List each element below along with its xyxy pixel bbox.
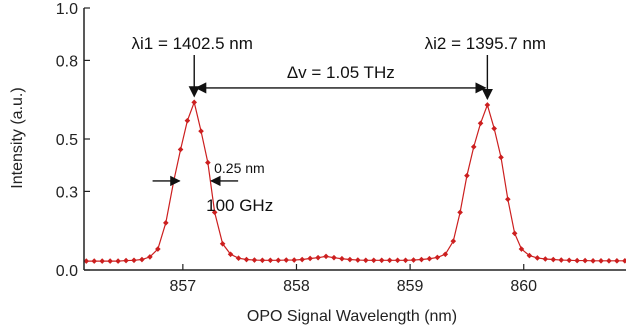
series-line (86, 100, 625, 262)
data-point (558, 257, 565, 263)
y-axis: 0.0 0.3 0.5 0.8 1.0 (56, 1, 90, 280)
data-point (123, 257, 129, 264)
data-point (606, 258, 612, 264)
data-point (526, 252, 533, 259)
data-point (107, 258, 113, 264)
data-point (131, 257, 137, 264)
delta-label: Δv = 1.05 THz (287, 63, 395, 82)
data-point (315, 254, 321, 261)
data-point (283, 257, 290, 263)
data-point (198, 128, 204, 134)
data-point (155, 246, 161, 252)
data-point (505, 196, 511, 203)
data-point (339, 255, 345, 262)
data-point (378, 257, 385, 264)
data-point (191, 99, 198, 106)
data-point (394, 257, 401, 264)
data-point (518, 246, 525, 252)
data-point (211, 209, 218, 216)
width-label-nm: 0.25 nm (214, 160, 265, 176)
data-point (91, 258, 98, 264)
x-tick-label: 860 (510, 278, 537, 295)
data-point (362, 257, 369, 264)
x-tick-label: 857 (170, 278, 197, 295)
data-point (477, 120, 484, 127)
x-axis: 857 858 859 860 (84, 264, 626, 295)
y-tick-label: 0.0 (56, 263, 78, 280)
data-point (426, 255, 433, 262)
data-point (598, 258, 604, 264)
data-point (99, 258, 105, 264)
x-tick-label: 859 (397, 278, 424, 295)
data-point (243, 256, 250, 263)
data-point (370, 257, 377, 264)
data-point (464, 172, 470, 179)
annotations: λi1 = 1402.5 nm λi2 = 1395.7 nm Δv = 1.05 … (131, 34, 546, 215)
width-label-ghz: 100 GHz (206, 196, 273, 215)
data-point (542, 256, 549, 262)
data-point (550, 256, 557, 263)
data-point (347, 256, 353, 263)
data-point (434, 254, 441, 261)
data-point (574, 257, 580, 264)
data-point (457, 209, 463, 216)
y-tick-label: 0.5 (56, 132, 78, 149)
y-tick-label: 0.3 (56, 184, 78, 201)
data-point (251, 257, 258, 263)
y-tick-label: 1.0 (56, 1, 78, 18)
data-point (139, 256, 145, 263)
data-point (115, 258, 121, 264)
data-point (219, 241, 226, 247)
x-axis-title: OPO Signal Wavelength (nm) (247, 308, 457, 325)
data-point (402, 257, 409, 264)
data-point (614, 258, 620, 264)
data-point (622, 258, 626, 264)
data-point (235, 255, 242, 262)
data-point (590, 258, 596, 264)
data-point (386, 257, 393, 264)
data-point (299, 256, 305, 263)
data-point (323, 253, 329, 260)
y-axis-title: Intensity (a.u.) (9, 87, 26, 188)
data-point (267, 257, 274, 264)
y-tick-label: 0.8 (56, 53, 78, 70)
peak2-label: λi2 = 1395.7 nm (425, 34, 546, 53)
data-point (470, 144, 477, 150)
data-point (83, 258, 90, 264)
data-point (307, 255, 313, 262)
x-tick-label: 858 (283, 278, 310, 295)
data-point (566, 257, 572, 264)
data-point (498, 154, 504, 161)
data-point (259, 257, 266, 264)
data-point (410, 257, 417, 263)
data-point (205, 159, 211, 166)
data-point (484, 102, 491, 108)
plot-area (83, 99, 626, 264)
data-point (450, 238, 457, 244)
data-point (418, 256, 425, 263)
data-point (291, 257, 298, 263)
data-point (163, 220, 169, 226)
data-point (331, 254, 337, 261)
peak1-label: λi1 = 1402.5 nm (131, 34, 252, 53)
data-point (147, 254, 153, 260)
data-point (275, 257, 282, 264)
data-point (184, 117, 191, 124)
data-point (355, 257, 361, 263)
data-point (442, 251, 449, 258)
data-point (177, 146, 184, 153)
data-point (534, 255, 541, 261)
data-point (511, 230, 518, 237)
data-point (491, 125, 497, 132)
data-point (227, 251, 234, 258)
data-point (582, 257, 588, 264)
